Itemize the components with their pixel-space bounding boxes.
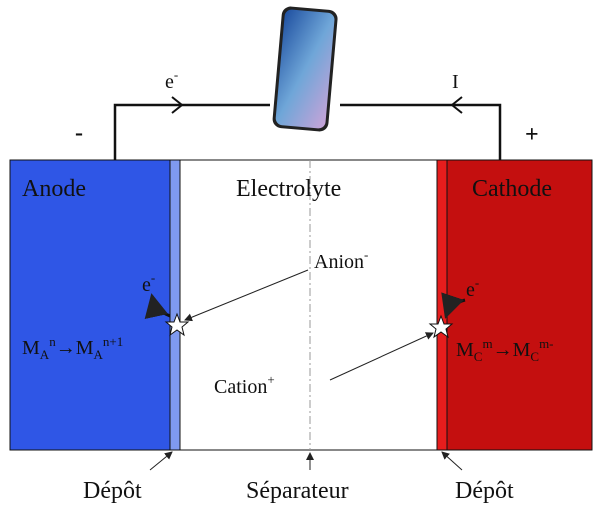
depot-left-label: Dépôt [83, 478, 142, 504]
anion-label: Anion- [314, 247, 368, 273]
text-part: e [142, 274, 151, 296]
electrolyte-region [180, 160, 437, 450]
text-part: C [530, 349, 539, 364]
text-part: + [267, 372, 274, 387]
depot-right-pointer [442, 452, 462, 470]
cathode-label: Cathode [472, 176, 552, 202]
text-part: A [40, 347, 50, 362]
text-part: - [174, 67, 178, 82]
text-part: m [482, 336, 492, 351]
text-part: A [93, 347, 103, 362]
depot-right-label: Dépôt [455, 478, 514, 504]
current-label: I [452, 71, 459, 93]
electron-label: e- [165, 67, 178, 93]
text-part: M [456, 339, 474, 361]
text-part: M [513, 339, 531, 361]
text-part: e [466, 279, 475, 301]
separator-label: Séparateur [246, 478, 349, 504]
cathode-reaction: MCm→MCm- [456, 336, 554, 364]
text-part: C [474, 349, 483, 364]
phone [272, 6, 338, 132]
anode-label: Anode [22, 176, 86, 202]
positive-terminal: + [525, 122, 539, 148]
text-part: M [22, 337, 40, 359]
text-part: m- [539, 336, 553, 351]
electrolyte-label: Electrolyte [236, 176, 341, 202]
text-part: M [76, 337, 94, 359]
text-part: e [165, 71, 174, 93]
text-part: - [151, 270, 155, 285]
diagram: e- I - + Anode Electrolyte Cathode Anion… [0, 0, 594, 506]
anode-deposit [170, 160, 180, 450]
text-part: → [56, 337, 76, 359]
depot-left-pointer [150, 452, 172, 470]
text-part: - [364, 247, 368, 262]
text-part: → [493, 339, 513, 361]
anode-region [10, 160, 170, 450]
cathode-region [447, 160, 592, 450]
cathode-deposit [437, 160, 447, 450]
text-part: n+1 [103, 334, 123, 349]
text-part: Cation [214, 376, 267, 398]
cation-label: Cation+ [214, 372, 275, 398]
text-part: Anion [314, 251, 364, 273]
negative-terminal: - [75, 120, 83, 146]
text-part: - [475, 275, 479, 290]
